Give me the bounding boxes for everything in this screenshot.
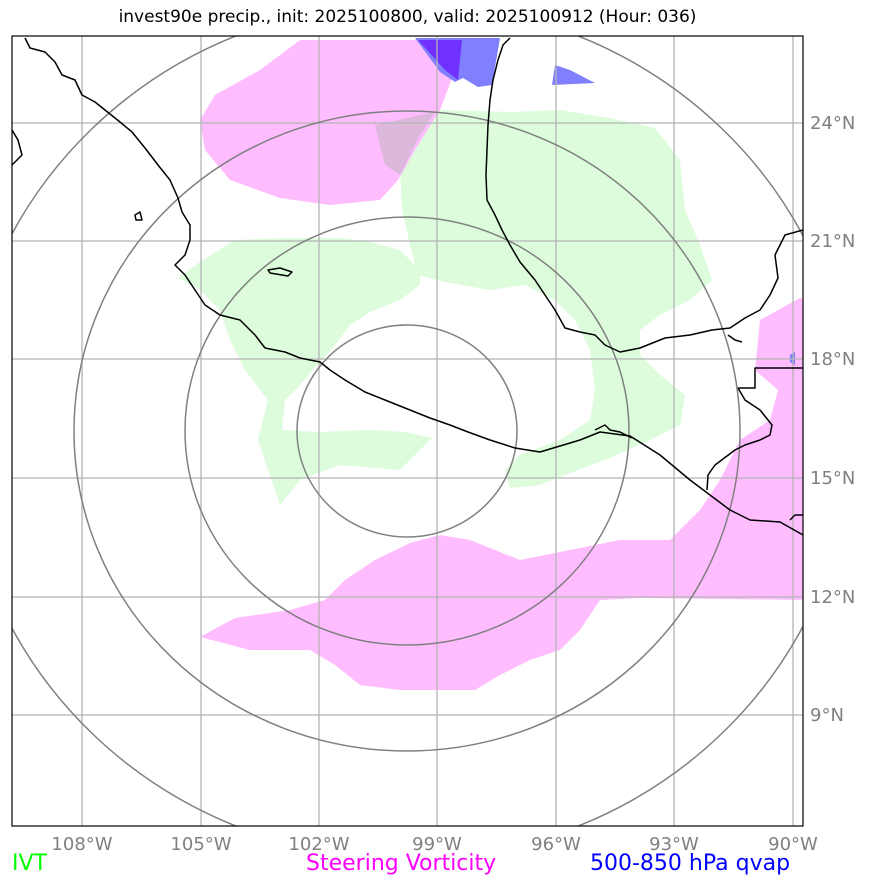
lon-label: 93°W	[649, 834, 699, 855]
lon-label: 90°W	[768, 834, 818, 855]
legend-steering-vorticity: Steering Vorticity	[306, 851, 497, 876]
plot-frame	[11, 35, 804, 827]
range-rings	[12, 36, 803, 826]
legend-qvap: 500-850 hPa qvap	[590, 851, 791, 876]
lon-label: 99°W	[412, 834, 462, 855]
lon-label: 102°W	[288, 834, 349, 855]
ivt-area	[178, 110, 712, 505]
lon-label: 105°W	[170, 834, 231, 855]
qvap-area	[415, 38, 795, 365]
coastline	[12, 37, 803, 536]
legend-ivt: IVT	[12, 851, 47, 876]
lat-label: 21°N	[810, 231, 855, 252]
lon-axis-labels: 108°W 105°W 102°W 99°W 96°W 93°W 90°W	[51, 834, 818, 855]
map-title: invest90e precip., init: 2025100800, val…	[118, 7, 697, 27]
lon-label: 96°W	[531, 834, 581, 855]
lat-axis-labels: 24°N 21°N 18°N 15°N 12°N 9°N	[810, 113, 855, 726]
lon-label: 108°W	[51, 834, 112, 855]
lat-label: 12°N	[810, 587, 855, 608]
legend: IVT Steering Vorticity 500-850 hPa qvap	[0, 851, 873, 887]
lat-label: 15°N	[810, 468, 855, 489]
gridlines	[12, 36, 803, 826]
lat-label: 9°N	[810, 705, 844, 726]
lat-label: 18°N	[810, 349, 855, 370]
lat-label: 24°N	[810, 113, 855, 134]
